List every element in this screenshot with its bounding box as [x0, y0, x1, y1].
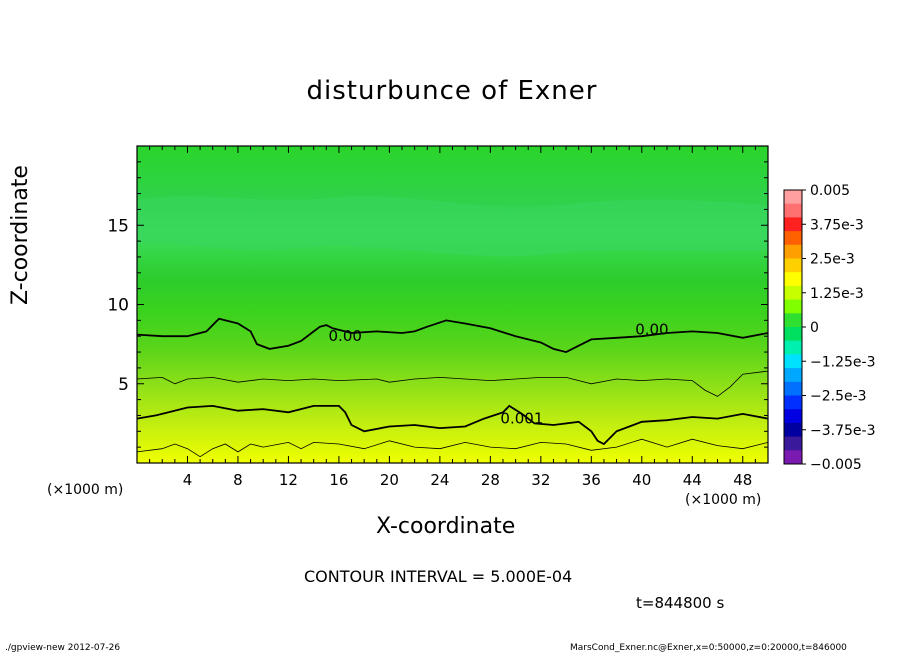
- colorbar-swatch: [784, 258, 802, 273]
- colorbar-swatch: [784, 203, 802, 218]
- x-axis-label: X-coordinate: [376, 514, 516, 539]
- colorbar-swatch: [784, 409, 802, 424]
- colorbar-swatch: [784, 217, 802, 232]
- colorbar-swatch: [784, 231, 802, 246]
- x-tick-label: 8: [233, 471, 243, 489]
- x-tick-label: 20: [380, 471, 399, 489]
- plot-field: [137, 146, 768, 463]
- colorbar-swatch: [784, 340, 802, 355]
- colorbar-swatch: [784, 422, 802, 438]
- colorbar-swatch: [784, 272, 802, 287]
- x-tick-label: 36: [582, 471, 601, 489]
- colorbar-swatch: [784, 381, 802, 396]
- contour-labels: 0.00 0.00 0.001: [329, 321, 669, 428]
- colorbar-label: 0.005: [810, 183, 850, 199]
- colorbar-label: 0: [810, 320, 819, 336]
- chart-title: disturbunce of Exner: [306, 76, 598, 106]
- contour-label-2: 0.001: [500, 409, 543, 427]
- x-unit-label-left: (×1000 m): [47, 482, 124, 498]
- colorbar-swatch: [784, 285, 802, 301]
- colorbar-label: −0.005: [810, 457, 862, 473]
- x-tick-label: 44: [683, 471, 702, 489]
- colorbar-swatch: [784, 313, 802, 328]
- y-tick-label: 10: [107, 296, 129, 316]
- colorbar-label: 2.5e-3: [810, 252, 855, 268]
- upper-light-band: [137, 196, 768, 257]
- contour-interval-label: CONTOUR INTERVAL = 5.000E-04: [304, 567, 573, 586]
- colorbar-label: −2.5e-3: [810, 389, 867, 405]
- contour-label-1: 0.00: [635, 321, 668, 339]
- colorbar-label: −3.75e-3: [810, 423, 875, 439]
- contour-line-1: [136, 370, 769, 397]
- colorbar-swatch: [784, 299, 802, 314]
- colorbar-swatch: [784, 395, 802, 410]
- y-tick-label: 15: [107, 216, 129, 236]
- x-axis-ticks: 4 8 12 16 20 24 28 32 36 40 44 48: [149, 146, 756, 489]
- y-tick-label: 5: [118, 375, 129, 395]
- footer-left: ./gpview-new 2012-07-26: [5, 643, 121, 653]
- x-tick-label: 12: [279, 471, 298, 489]
- x-tick-label: 32: [531, 471, 550, 489]
- contour-line-0: [136, 317, 769, 354]
- contour-line-3: [136, 438, 769, 458]
- colorbar-swatch: [784, 190, 802, 205]
- contour-line-2: [136, 404, 769, 446]
- y-axis-label: Z-coordinate: [8, 165, 34, 305]
- x-tick-label: 28: [481, 471, 500, 489]
- colorbar: 0.005 3.75e-3 2.5e-3 1.25e-3 0 −1.25e-3 −2.5e-…: [783, 183, 875, 473]
- colorbar-swatch: [784, 354, 802, 369]
- contour-lines: [136, 317, 769, 458]
- footer-right: MarsCond_Exner.nc@Exner,x=0:50000,z=0:20…: [570, 643, 847, 653]
- colorbar-swatch: [784, 244, 802, 259]
- colorbar-label: −1.25e-3: [810, 354, 875, 370]
- x-tick-label: 40: [632, 471, 651, 489]
- colorbar-label: 1.25e-3: [810, 286, 864, 302]
- colorbar-swatch: [784, 436, 802, 451]
- contour-label-0: 0.00: [329, 327, 362, 345]
- time-label: t=844800 s: [636, 594, 725, 612]
- x-tick-label: 48: [733, 471, 752, 489]
- x-unit-label-right: (×1000 m): [685, 492, 762, 508]
- colorbar-swatch: [784, 327, 802, 342]
- colorbar-label: 3.75e-3: [810, 217, 864, 233]
- y-axis-ticks: 5 10 15: [107, 161, 768, 448]
- colorbar-swatch: [784, 450, 802, 465]
- x-tick-label: 16: [329, 471, 348, 489]
- x-tick-label: 4: [183, 471, 193, 489]
- x-tick-label: 24: [430, 471, 449, 489]
- colorbar-swatch: [784, 368, 802, 383]
